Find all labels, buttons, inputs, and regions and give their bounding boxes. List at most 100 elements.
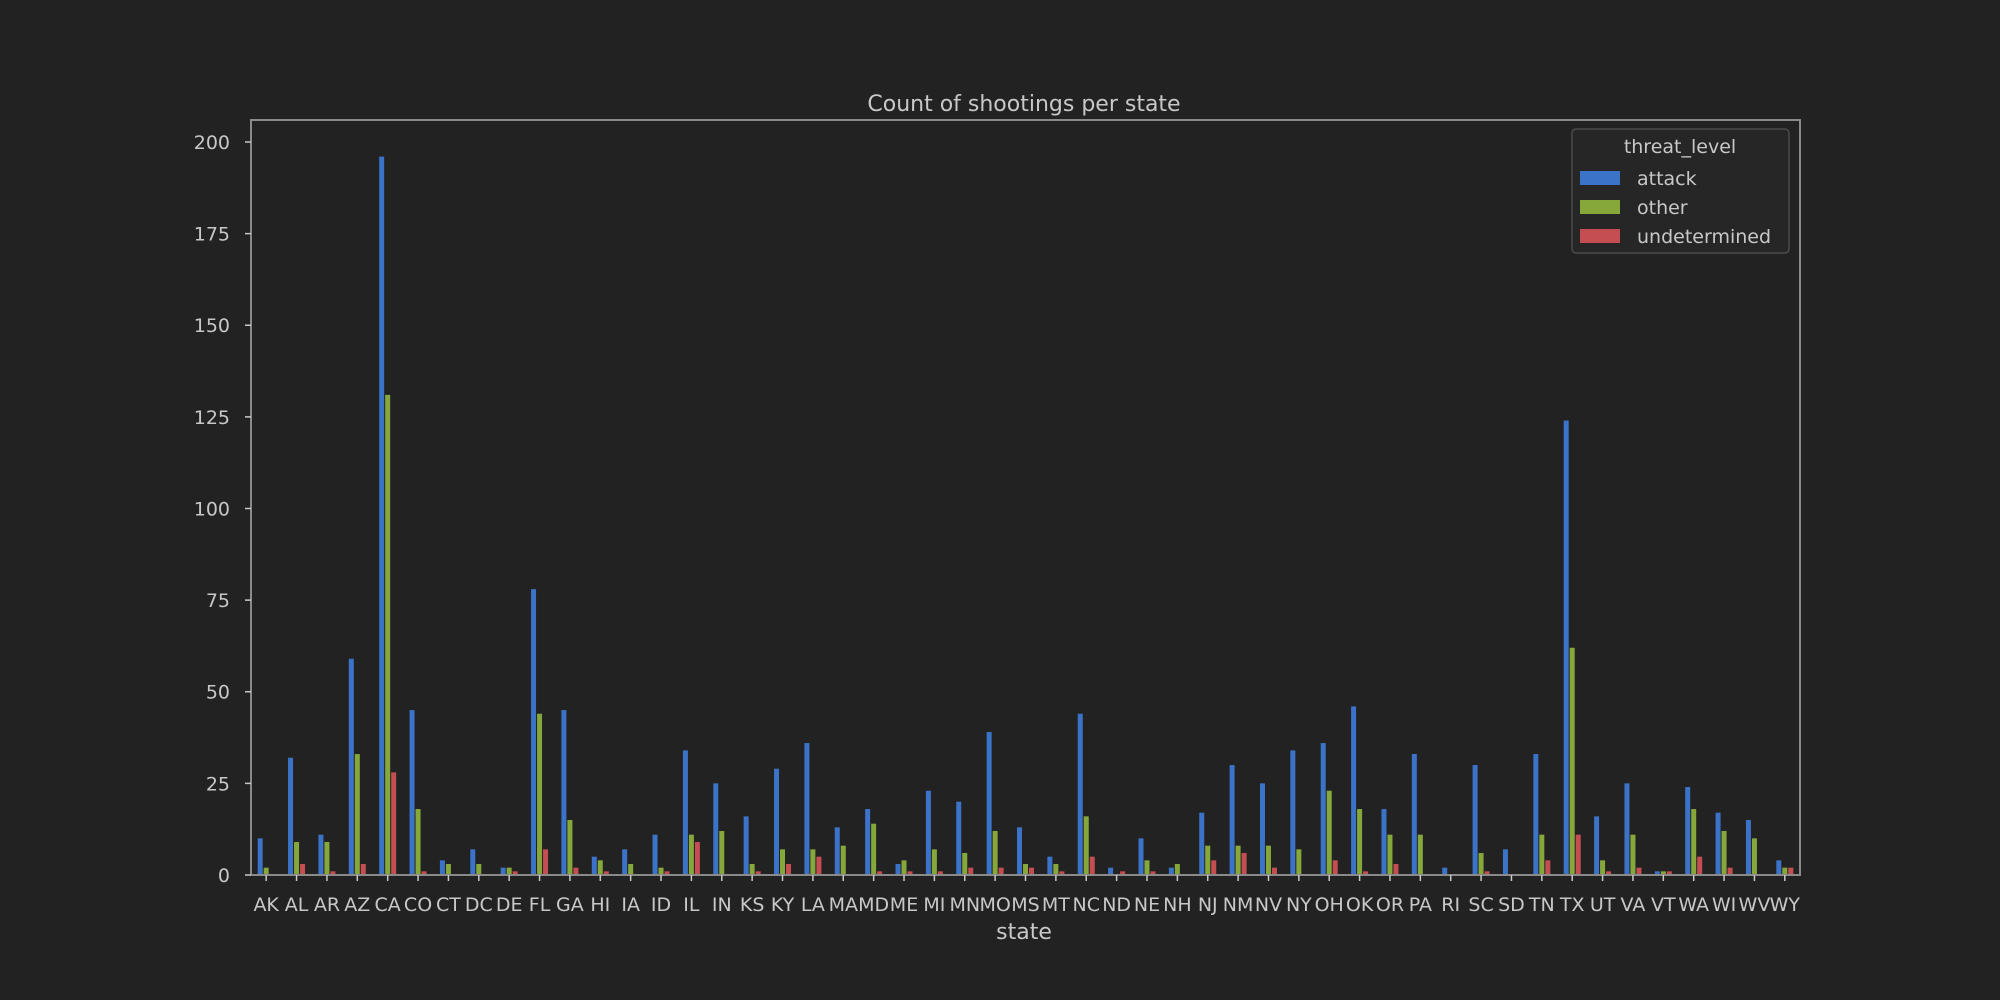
x-tick-label: GA — [556, 894, 584, 916]
bar-attack-IL — [682, 750, 688, 875]
bar-undetermined-IL — [694, 842, 700, 875]
bar-other-MA — [840, 845, 846, 875]
bar-other-OR — [1387, 834, 1393, 875]
bar-undetermined-MI — [937, 871, 943, 875]
bar-attack-SD — [1502, 849, 1508, 875]
bar-other-AZ — [354, 754, 360, 875]
bar-undetermined-NM — [1241, 853, 1247, 875]
bar-attack-FL — [531, 589, 537, 875]
bar-undetermined-UT — [1606, 871, 1612, 875]
bar-attack-MN — [956, 801, 962, 875]
bar-attack-CA — [379, 156, 385, 875]
y-tick-label: 150 — [194, 315, 230, 337]
x-tick-label: NH — [1163, 894, 1192, 916]
bar-other-HI — [597, 860, 603, 875]
x-tick-label: MS — [1011, 894, 1039, 916]
bar-attack-CT — [439, 860, 445, 875]
x-tick-label: FL — [529, 894, 551, 916]
bar-other-NJ — [1205, 845, 1211, 875]
bar-undetermined-CO — [421, 871, 427, 875]
y-tick-label: 75 — [206, 590, 230, 612]
x-tick-label: WV — [1739, 894, 1771, 916]
x-tick-label: IN — [712, 894, 732, 916]
bar-other-TX — [1569, 647, 1575, 875]
bar-attack-ME — [895, 864, 901, 875]
bar-attack-OH — [1320, 743, 1326, 875]
x-tick-label: TN — [1528, 894, 1555, 916]
x-tick-label: PA — [1409, 894, 1432, 916]
bar-other-ID — [658, 867, 664, 875]
bar-undetermined-HI — [603, 871, 609, 875]
bar-other-CO — [415, 809, 421, 875]
bar-other-MO — [992, 831, 998, 875]
bar-undetermined-AR — [330, 871, 336, 875]
bar-attack-ND — [1108, 867, 1114, 875]
y-tick-label: 25 — [206, 773, 230, 795]
bar-other-NE — [1144, 860, 1150, 875]
bar-undetermined-NC — [1089, 856, 1095, 875]
y-tick-label: 0 — [218, 865, 230, 887]
bar-other-MN — [962, 853, 968, 875]
y-tick-label: 100 — [194, 498, 230, 520]
x-tick-label: LA — [801, 894, 825, 916]
bar-undetermined-WY — [1788, 867, 1794, 875]
x-tick-label: NJ — [1198, 894, 1218, 916]
bar-other-DE — [506, 867, 512, 875]
x-tick-label: NV — [1255, 894, 1282, 916]
bar-undetermined-KY — [786, 864, 792, 875]
x-tick-label: MT — [1042, 894, 1070, 916]
bar-other-AR — [324, 842, 330, 875]
bar-attack-OR — [1381, 809, 1387, 875]
bar-undetermined-OK — [1363, 871, 1369, 875]
bar-undetermined-TX — [1575, 834, 1581, 875]
x-tick-label: SC — [1468, 894, 1493, 916]
bar-attack-IA — [622, 849, 628, 875]
y-axis: 0 25 50 75 100 125 150 175 200 — [194, 132, 251, 887]
bar-attack-NE — [1138, 838, 1144, 875]
bar-other-NY — [1296, 849, 1302, 875]
bar-other-NM — [1235, 845, 1241, 875]
bar-other-KS — [749, 864, 755, 875]
x-tick-label: VT — [1651, 894, 1676, 916]
bar-other-FL — [537, 713, 543, 875]
x-tick-label: IA — [621, 894, 640, 916]
bar-other-UT — [1600, 860, 1606, 875]
legend-swatch-attack — [1580, 171, 1620, 185]
x-tick-label: NC — [1073, 894, 1100, 916]
x-tick-label: DC — [465, 894, 493, 916]
legend-frame — [1571, 128, 1790, 254]
x-tick-label: WI — [1712, 894, 1736, 916]
bar-attack-KY — [774, 768, 780, 875]
bar-undetermined-LA — [816, 856, 822, 875]
bar-attack-AZ — [348, 658, 354, 875]
bar-undetermined-ND — [1120, 871, 1126, 875]
bar-attack-IN — [713, 783, 719, 875]
x-tick-label: MO — [979, 894, 1010, 916]
bar-attack-TX — [1563, 420, 1569, 875]
bar-undetermined-MO — [998, 867, 1004, 875]
x-axis: AK AL AR AZ CA CO CT DC DE FL GA HI IA ID IL IN KS KY LA MA… — [253, 875, 1800, 916]
bar-other-AL — [294, 842, 300, 875]
bar-undetermined-OR — [1393, 864, 1399, 875]
bar-attack-NH — [1168, 867, 1174, 875]
bar-undetermined-VA — [1636, 867, 1642, 875]
bar-undetermined-WA — [1697, 856, 1703, 875]
bar-attack-AL — [288, 757, 294, 875]
legend: threat_level attack other undetermined — [1571, 128, 1790, 254]
bar-attack-NV — [1259, 783, 1265, 875]
y-tick-label: 50 — [206, 682, 230, 704]
bar-attack-WI — [1715, 812, 1721, 875]
bar-attack-SC — [1472, 765, 1478, 875]
x-tick-label: UT — [1590, 894, 1616, 916]
bar-attack-NJ — [1199, 812, 1205, 875]
bar-undetermined-AZ — [360, 864, 366, 875]
bar-attack-LA — [804, 743, 810, 875]
x-tick-label: HI — [590, 894, 610, 916]
bar-attack-NM — [1229, 765, 1235, 875]
bar-other-KY — [780, 849, 786, 875]
x-tick-label: AR — [314, 894, 340, 916]
x-tick-label: AZ — [344, 894, 370, 916]
bar-attack-OK — [1351, 706, 1357, 875]
bar-attack-PA — [1411, 754, 1417, 875]
legend-swatch-other — [1580, 200, 1620, 214]
